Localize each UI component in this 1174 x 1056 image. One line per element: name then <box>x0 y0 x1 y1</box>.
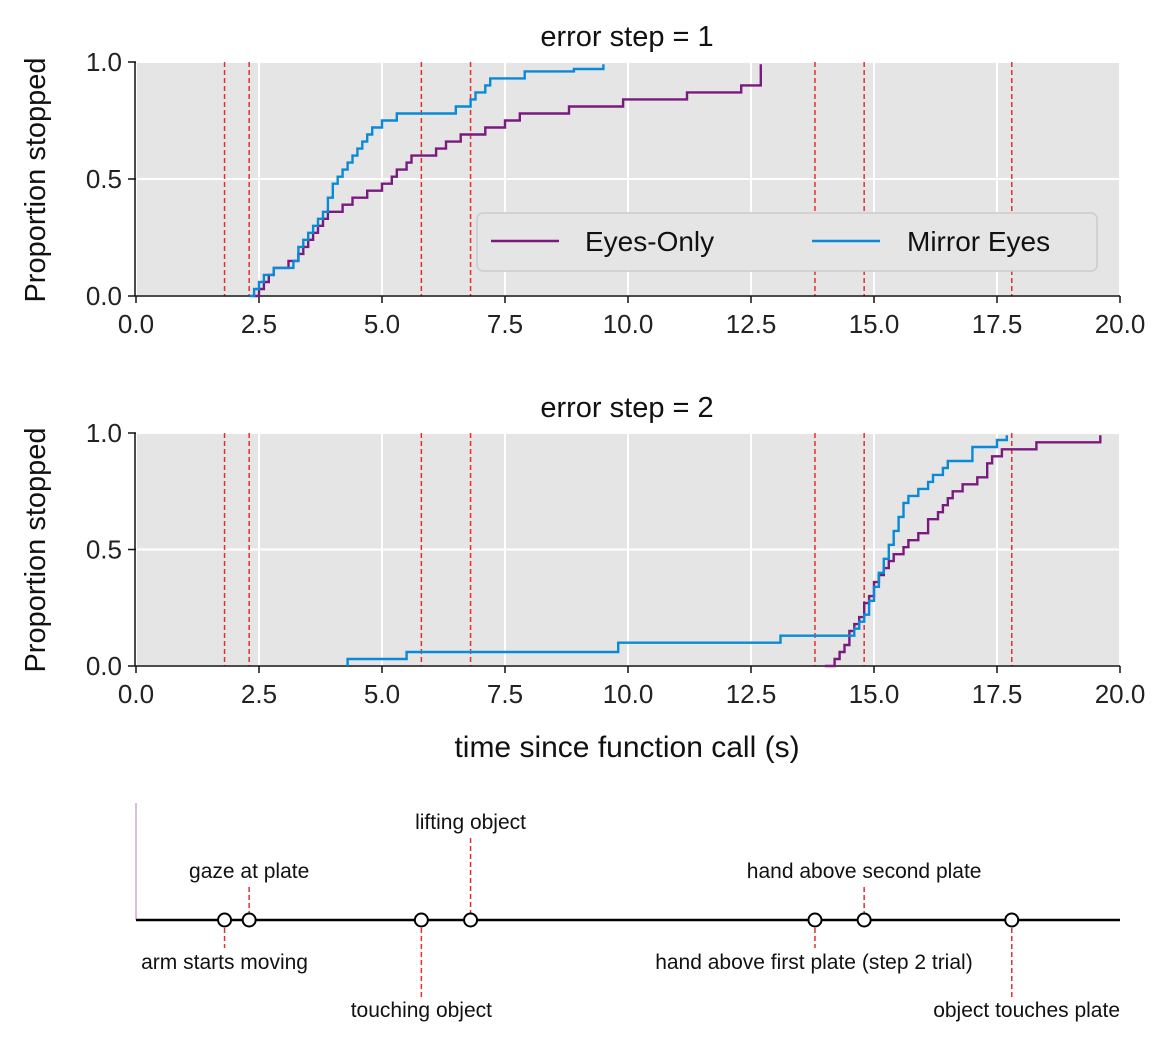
event-point <box>241 912 257 928</box>
event-label: hand above second plate <box>747 860 982 883</box>
event-label: gaze at plate <box>189 860 309 883</box>
x-tick-label: 2.5 <box>241 309 277 339</box>
error-step-2-panel: error step = 2 Proportion stopped time s… <box>20 392 1145 764</box>
x-tick-label: 10.0 <box>603 309 654 339</box>
y-tick-label: 0.0 <box>86 651 122 681</box>
event-label: touching object <box>351 999 492 1022</box>
event-label: object touches plate <box>933 999 1120 1022</box>
error-step-1-panel: error step = 1 Proportion stopped 0.0 2.5… <box>20 21 1145 339</box>
y-tick-label: 0.0 <box>86 281 122 311</box>
x-tick-label: 15.0 <box>849 679 900 709</box>
panel-1-y-axis-label: Proportion stopped <box>20 57 52 302</box>
x-tick-label: 5.0 <box>364 309 400 339</box>
y-tick-label: 1.0 <box>86 47 122 77</box>
legend-eyes-only-label: Eyes-Only <box>585 226 714 257</box>
event-point <box>856 912 872 928</box>
legend-mirror-eyes-label: Mirror Eyes <box>907 226 1050 257</box>
event-point <box>463 912 479 928</box>
x-tick-label: 15.0 <box>849 309 900 339</box>
x-tick-label: 7.5 <box>487 679 523 709</box>
panel-2-y-axis-label: Proportion stopped <box>20 427 52 672</box>
event-label: arm starts moving <box>141 951 308 974</box>
x-tick-label: 2.5 <box>241 679 277 709</box>
event-point <box>1004 912 1020 928</box>
legend: Eyes-Only Mirror Eyes <box>476 212 1098 272</box>
x-tick-label: 0.0 <box>118 309 154 339</box>
panel-2-title: error step = 2 <box>540 392 713 424</box>
event-label: lifting object <box>415 811 526 834</box>
mirror-eyes-series-line <box>346 435 1008 666</box>
x-tick-label: 20.0 <box>1095 309 1146 339</box>
event-point <box>807 912 823 928</box>
x-tick-label: 10.0 <box>603 679 654 709</box>
y-tick-label: 0.5 <box>86 535 122 565</box>
x-tick-label: 7.5 <box>487 309 523 339</box>
mirror-eyes-series-line <box>249 64 605 298</box>
event-label: hand above first plate (step 2 trial) <box>655 951 973 974</box>
y-tick-label: 1.0 <box>86 418 122 448</box>
x-tick-label: 20.0 <box>1095 679 1146 709</box>
x-tick-label: 0.0 <box>118 679 154 709</box>
x-tick-label: 17.5 <box>972 309 1023 339</box>
x-tick-label: 12.5 <box>726 679 777 709</box>
x-tick-label: 17.5 <box>972 679 1023 709</box>
event-point <box>413 912 429 928</box>
event-point <box>217 912 233 928</box>
x-tick-label: 5.0 <box>364 679 400 709</box>
legend-box <box>476 212 1098 272</box>
event-timeline: arm starts moving gaze at plate touching o… <box>135 803 1120 1022</box>
x-axis-label: time since function call (s) <box>454 731 799 764</box>
y-tick-label: 0.5 <box>86 164 122 194</box>
x-tick-label: 12.5 <box>726 309 777 339</box>
panel-1-title: error step = 1 <box>540 21 713 53</box>
